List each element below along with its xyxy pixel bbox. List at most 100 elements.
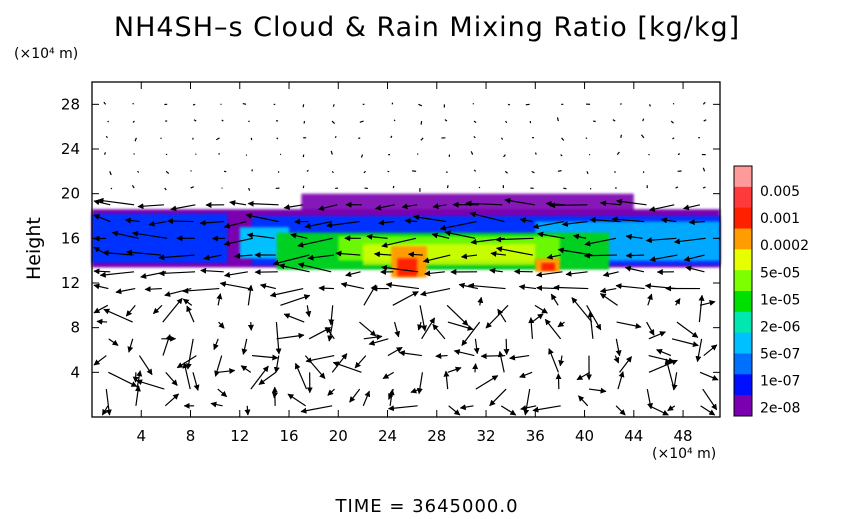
cloud-red-core <box>397 258 418 277</box>
wind-arrow <box>576 371 591 381</box>
wind-arrow <box>584 237 617 247</box>
x-tick-label: 28 <box>427 427 446 445</box>
wind-arrow <box>503 154 506 158</box>
wind-arrow <box>683 254 705 262</box>
wind-arrow <box>645 237 677 244</box>
wind-arrow <box>688 219 705 226</box>
wind-arrow <box>420 137 424 141</box>
wind-arrow <box>460 253 478 260</box>
wind-arrow <box>368 338 389 346</box>
wind-arrow <box>534 304 548 314</box>
wind-arrow <box>619 356 633 373</box>
wind-arrow <box>99 271 135 278</box>
wind-arrow <box>167 218 194 225</box>
wind-arrow <box>546 253 561 260</box>
wind-arrow <box>164 187 167 191</box>
time-label: TIME = 3645000.0 <box>335 496 519 517</box>
wind-arrow <box>294 362 308 390</box>
wind-arrow <box>93 304 109 314</box>
wind-arrow <box>556 117 559 122</box>
wind-arrow <box>537 231 565 239</box>
wind-arrow <box>417 321 424 331</box>
colorbar-label: 2e-08 <box>760 401 800 417</box>
wind-arrow <box>330 150 333 155</box>
wind-arrow <box>213 338 219 351</box>
wind-arrow <box>107 120 110 123</box>
wind-arrow <box>620 134 623 138</box>
wind-arrow <box>614 170 616 173</box>
wind-arrow <box>401 203 418 210</box>
wind-arrow <box>103 308 133 323</box>
wind-arrow <box>563 187 567 190</box>
wind-arrow <box>110 187 113 190</box>
wind-arrow <box>165 371 178 386</box>
wind-arrow <box>611 216 645 223</box>
wind-arrow <box>272 388 278 399</box>
wind-arrow <box>649 104 651 107</box>
wind-arrow <box>649 405 669 416</box>
wind-arrow <box>250 365 269 390</box>
wind-arrow <box>363 334 383 341</box>
wind-arrow <box>246 232 275 239</box>
wind-arrow <box>565 270 588 277</box>
wind-arrow <box>461 321 481 347</box>
wind-arrow <box>439 220 477 231</box>
wind-arrow <box>675 186 679 189</box>
wind-arrow <box>317 204 338 212</box>
wind-arrow <box>134 385 141 406</box>
wind-arrow <box>444 230 476 239</box>
wind-arrow <box>465 200 503 207</box>
wind-arrow <box>421 317 436 340</box>
wind-arrow <box>703 344 718 357</box>
wind-arrow <box>398 350 422 357</box>
wind-arrow <box>660 217 677 224</box>
wind-arrow <box>617 371 625 390</box>
wind-arrow <box>144 286 162 293</box>
wind-arrow <box>615 338 622 357</box>
wind-arrow <box>134 137 137 142</box>
wind-arrow <box>388 388 394 400</box>
wind-arrow <box>490 250 506 257</box>
wind-arrow <box>444 119 448 122</box>
wind-arrow <box>472 363 479 373</box>
wind-arrow <box>407 251 423 258</box>
wind-arrow <box>504 170 508 174</box>
wind-arrow <box>612 119 616 122</box>
x-tick-label: 24 <box>378 427 397 445</box>
wind-arrow <box>275 322 282 355</box>
wind-arrow <box>497 350 505 373</box>
wind-arrow <box>473 136 476 139</box>
wind-arrow <box>424 270 445 277</box>
wind-arrow <box>459 404 474 411</box>
wind-arrow <box>307 254 335 261</box>
colorbar-label: 5e-07 <box>760 347 800 363</box>
wind-arrow <box>241 338 248 355</box>
wind-arrow <box>340 281 365 290</box>
wind-arrow <box>615 405 626 416</box>
wind-arrow <box>283 313 305 323</box>
wind-arrow <box>613 355 620 364</box>
wind-arrow <box>101 405 109 416</box>
wind-arrow <box>489 388 507 407</box>
wind-arrow <box>648 204 675 212</box>
wind-arrow <box>218 321 225 329</box>
x-tick-label: 20 <box>329 427 348 445</box>
wind-arrow <box>404 217 418 224</box>
wind-arrow <box>131 184 135 189</box>
colorbar-segment <box>734 186 752 209</box>
wind-arrow <box>672 137 675 140</box>
wind-arrow <box>276 332 305 340</box>
wind-arrow <box>248 187 251 191</box>
colorbar-segment <box>734 228 752 250</box>
wind-arrow <box>387 405 418 412</box>
wind-arrow <box>578 395 589 407</box>
wind-arrow <box>532 220 565 230</box>
wind-arrow <box>199 219 225 226</box>
wind-arrow <box>495 236 534 243</box>
wind-arrow <box>642 118 645 122</box>
wind-arrow <box>505 120 508 124</box>
wind-arrow <box>432 203 447 210</box>
wind-arrow <box>416 372 424 395</box>
